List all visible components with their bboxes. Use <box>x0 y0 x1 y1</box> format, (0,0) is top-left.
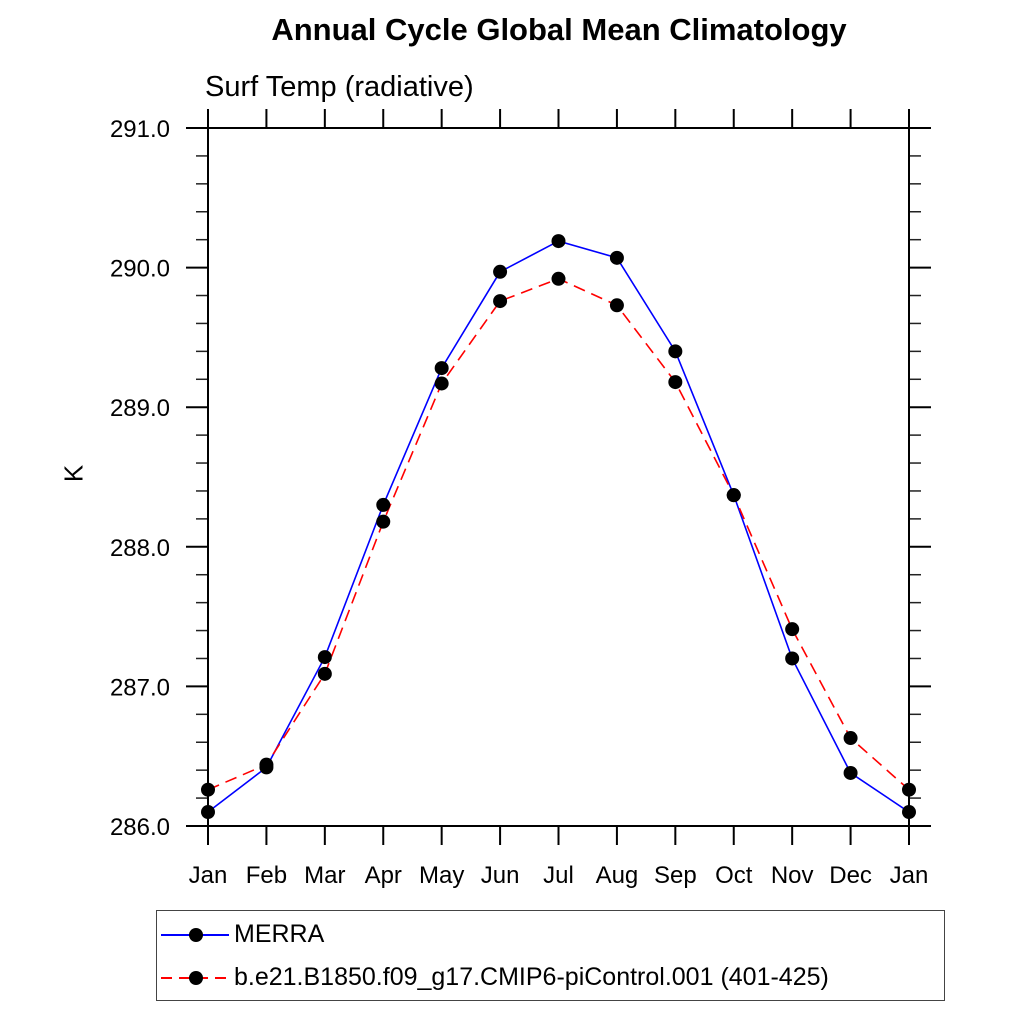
y-tick-label: 286.0 <box>110 814 170 841</box>
chart-subtitle: Surf Temp (radiative) <box>205 71 474 103</box>
data-point-marker <box>259 757 274 772</box>
y-tick-label: 291.0 <box>110 116 170 143</box>
x-tick-label: Jun <box>481 862 520 889</box>
data-point-marker <box>668 375 683 390</box>
data-point-marker <box>726 488 741 503</box>
data-point-marker <box>902 782 916 797</box>
data-point-marker <box>317 650 332 665</box>
y-tick-label: 290.0 <box>110 256 170 283</box>
legend-item-model: b.e21.B1850.f09_g17.CMIP6-piControl.001 … <box>157 956 944 1000</box>
x-tick-label: Oct <box>715 862 753 889</box>
data-point-marker <box>376 514 391 529</box>
plot-border <box>207 127 910 827</box>
data-point-marker <box>843 765 858 780</box>
x-tick-label: Jan <box>189 862 228 889</box>
y-tick-label: 288.0 <box>110 535 170 562</box>
x-tick-label: Apr <box>365 862 402 889</box>
x-tick-label: Jan <box>890 862 929 889</box>
data-point-marker <box>785 622 800 637</box>
data-point-marker <box>551 234 566 249</box>
legend-item-merra: MERRA <box>157 913 944 957</box>
x-tick-label: Aug <box>596 862 639 889</box>
chart-title: Annual Cycle Global Mean Climatology <box>271 12 847 47</box>
data-point-marker <box>201 805 215 820</box>
x-tick-label: May <box>419 862 464 889</box>
data-point-marker <box>609 250 624 265</box>
data-point-marker <box>376 497 391 512</box>
x-tick-label: Dec <box>829 862 872 889</box>
legend-sample-model <box>161 956 229 1000</box>
legend-circle-marker-icon <box>189 971 203 985</box>
legend-circle-marker-icon <box>189 928 203 942</box>
data-point-marker <box>609 298 624 313</box>
data-point-marker <box>902 805 916 820</box>
data-point-marker <box>434 376 449 391</box>
x-tick-label: Feb <box>246 862 287 889</box>
data-point-marker <box>493 264 508 279</box>
data-point-marker <box>201 782 215 797</box>
x-tick-label: Nov <box>771 862 814 889</box>
data-point-marker <box>317 666 332 681</box>
series-line-1 <box>207 277 910 791</box>
legend: MERRA b.e21.B1850.f09_g17.CMIP6-piContro… <box>156 910 945 1001</box>
legend-sample-merra <box>161 913 229 957</box>
data-point-marker <box>668 344 683 359</box>
data-point-marker <box>785 651 800 666</box>
legend-label-model: b.e21.B1850.f09_g17.CMIP6-piControl.001 … <box>234 963 829 991</box>
x-tick-label: Sep <box>654 862 697 889</box>
data-point-marker <box>843 731 858 746</box>
y-tick-label: 289.0 <box>110 395 170 422</box>
legend-label-merra: MERRA <box>234 920 325 948</box>
data-point-marker <box>493 294 508 309</box>
data-point-marker <box>434 361 449 376</box>
data-point-marker <box>551 271 566 286</box>
x-tick-label: Mar <box>304 862 345 889</box>
y-tick-label: 287.0 <box>110 674 170 701</box>
x-tick-label: Jul <box>543 862 574 889</box>
series-line-0 <box>207 240 910 813</box>
